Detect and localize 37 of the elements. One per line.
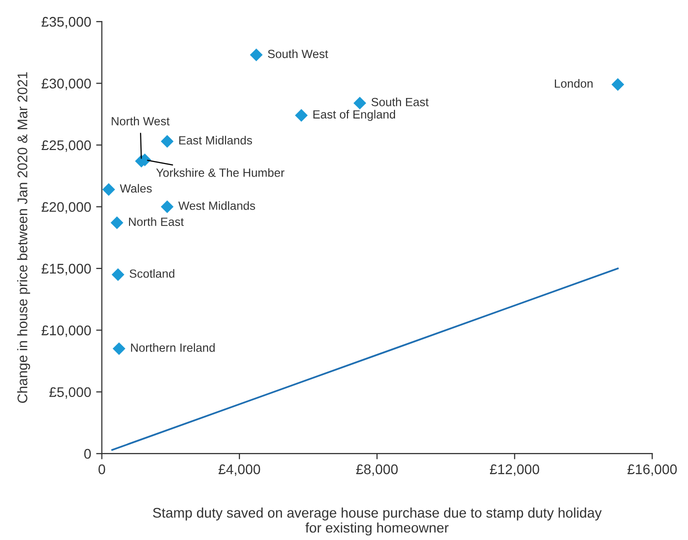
y-tick-label: £10,000: [42, 326, 91, 337]
y-tick-label: £15,000: [42, 264, 91, 276]
x-axis-title: Stamp duty saved on average house purchase due to stamp duty holiday for existing homeowner: [152, 508, 602, 536]
y-tick-label: £30,000: [42, 78, 91, 90]
annotation: North West: [112, 116, 170, 126]
x-tick-label: £16,000: [628, 464, 677, 476]
point: [294, 109, 308, 122]
x-tick-label: 0: [98, 464, 106, 474]
point: [353, 96, 366, 110]
point: [102, 183, 116, 196]
point: [611, 78, 624, 91]
annotation: Yorkshire & The Humber: [156, 168, 284, 177]
y-tick-label: 0: [84, 448, 91, 459]
x-tick-label: £4,000: [218, 464, 260, 476]
annotation: Northern Ireland: [131, 343, 215, 352]
annotation: North East: [129, 217, 184, 226]
point: [110, 216, 124, 230]
point: [250, 48, 263, 62]
y-tick-label: £20,000: [42, 202, 91, 214]
y-tick-label: £25,000: [42, 140, 91, 152]
annotation: London: [554, 79, 593, 88]
annotation: Scotland: [130, 269, 174, 278]
x-tick-label: £12,000: [490, 464, 540, 476]
annotation: South East: [371, 98, 429, 106]
annotation: West Midlands: [178, 201, 256, 210]
y-tick-label: £35,000: [42, 16, 91, 28]
y-tick-label: £5,000: [49, 387, 91, 399]
annotation: Wales: [120, 184, 152, 193]
point: [112, 342, 126, 356]
x-tick-label: £8,000: [356, 464, 398, 476]
y-axis-title: Change in house price between Jan 2020 & Mar 2021: [17, 72, 30, 403]
point: [160, 134, 174, 148]
annotation: East of England: [313, 110, 396, 121]
annotation: East Midlands: [179, 136, 252, 144]
point: [160, 200, 174, 214]
point: [112, 268, 124, 281]
annotation: South West: [268, 49, 328, 58]
